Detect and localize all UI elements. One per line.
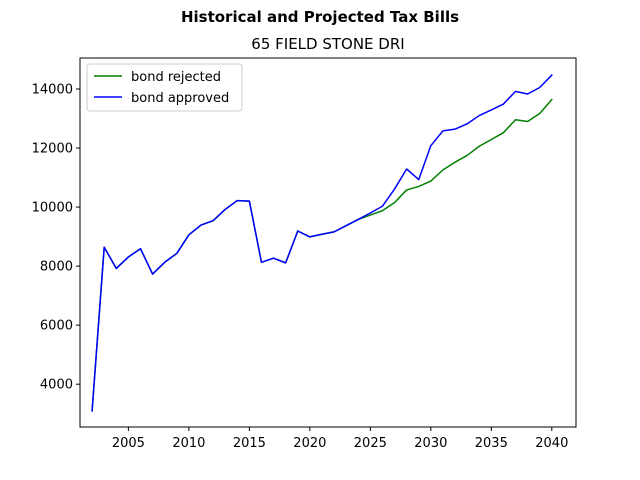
figure-suptitle: Historical and Projected Tax Bills (181, 8, 459, 26)
y-tick-label-14000: 14000 (32, 82, 73, 97)
chart-title: 65 FIELD STONE DRI (251, 35, 404, 53)
x-tick-label-2015: 2015 (233, 436, 266, 451)
x-tick-label-2005: 2005 (112, 436, 145, 451)
legend: bond rejected bond approved (86, 63, 243, 112)
x-tick-label-2010: 2010 (172, 436, 205, 451)
x-tick-label-2025: 2025 (354, 436, 387, 451)
y-tick-label-4000: 4000 (40, 378, 73, 393)
series-line-bond-approved (91, 74, 553, 412)
legend-label-bond-approved: bond approved (131, 91, 229, 106)
y-tick-label-8000: 8000 (40, 260, 73, 275)
y-tick-label-10000: 10000 (32, 201, 73, 216)
legend-label-bond-rejected: bond rejected (131, 70, 221, 85)
series-layer (91, 74, 553, 412)
x-tick-label-2040: 2040 (535, 436, 568, 451)
x-tick-label-2030: 2030 (414, 436, 447, 451)
y-axis: 4000 6000 8000 10000 12000 14000 (32, 82, 80, 393)
y-tick-label-6000: 6000 (40, 319, 73, 334)
legend-frame (86, 63, 243, 112)
axes-frame (79, 57, 577, 428)
x-tick-label-2035: 2035 (475, 436, 508, 451)
y-tick-label-12000: 12000 (32, 142, 73, 157)
plot-area: 2005 2010 2015 2020 2025 2030 2035 2040 4000 600… (32, 57, 577, 451)
x-axis: 2005 2010 2015 2020 2025 2030 2035 2040 (112, 427, 568, 451)
x-tick-label-2020: 2020 (293, 436, 326, 451)
